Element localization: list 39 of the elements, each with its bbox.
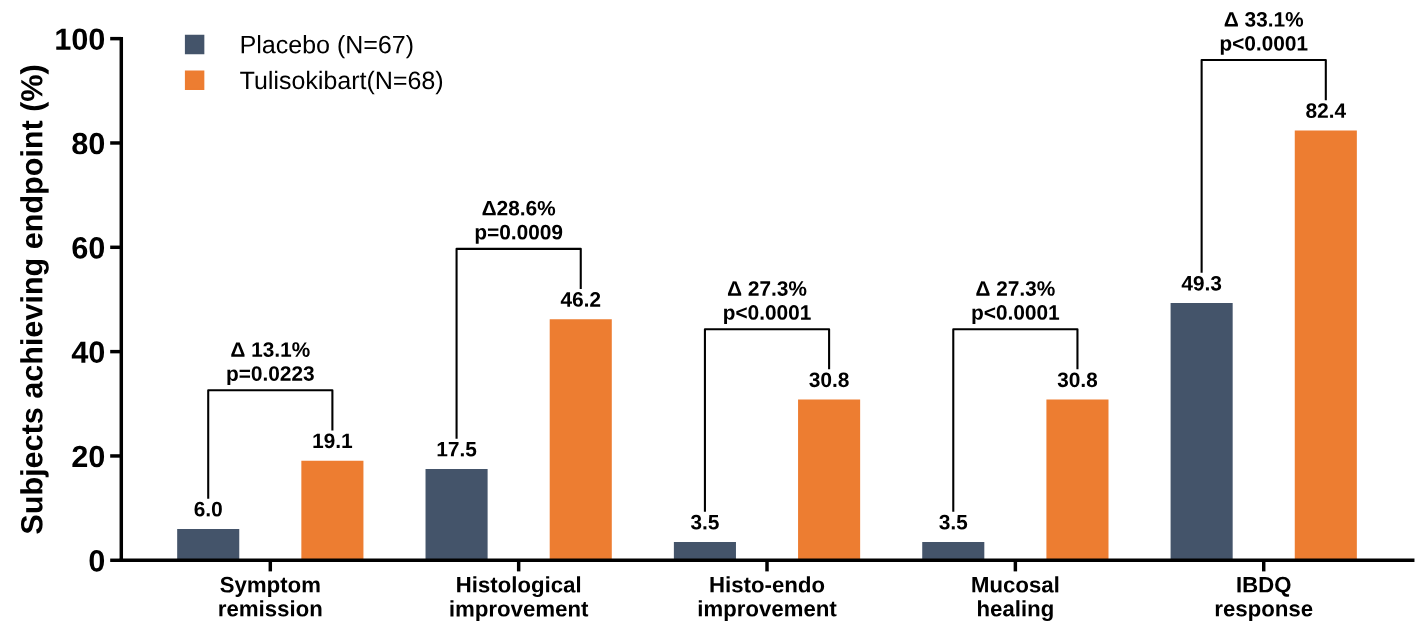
bar [798,399,861,561]
annotation: Δ 27.3% p<0.0001 [972,281,1060,324]
legend-label: Tulisokibart(N=68) [240,70,443,95]
y-tick-label: 100 [56,28,105,51]
y-tick-label: 0 [89,550,105,572]
data-label: 3.5 [939,514,968,530]
y-tick-label: 40 [71,341,105,363]
y-tick-label: 20 [72,445,105,468]
x-tick-label: Symptom remission [219,576,322,617]
bar [549,319,612,561]
data-label: 49.3 [1181,275,1222,291]
bar [425,468,488,561]
annotation: Δ28.6% p=0.0009 [475,200,563,244]
data-label: 19.1 [313,433,353,449]
data-label: 46.2 [560,292,601,307]
data-label: 3.5 [690,514,719,530]
data-label: 30.8 [1057,372,1098,388]
bar [177,528,240,561]
y-axis-title: Subjects achieving endpoint (%) [20,65,49,534]
legend-label: Placebo (N=67) [241,35,413,59]
y-tick-label: 80 [72,132,105,155]
bar [1294,130,1357,561]
x-tick-label: IBDQ response [1215,576,1313,621]
x-tick-label: Histological improvement [450,576,589,621]
data-label: 82.4 [1306,103,1346,118]
data-label: 6.0 [194,501,222,517]
bar [301,460,364,561]
bar [922,542,985,561]
y-tick-label: 60 [72,237,105,259]
x-tick-label: Histo-endo improvement [698,576,837,621]
annotation: Δ 33.1% p<0.0001 [1220,11,1308,55]
x-tick-label: Mucosal healing [972,576,1059,621]
data-label: 30.8 [809,372,849,388]
annotation: Δ 13.1% p=0.0223 [227,342,314,386]
bar [1170,303,1233,561]
data-label: 17.5 [437,442,477,457]
bar [673,542,736,561]
bar [1046,399,1109,561]
annotation: Δ 27.3% p<0.0001 [724,281,811,324]
